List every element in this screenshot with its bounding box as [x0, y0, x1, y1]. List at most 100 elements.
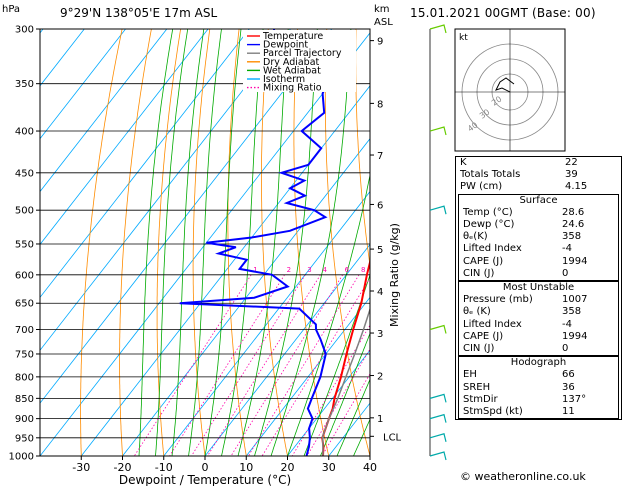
wet-adiabat-line [138, 29, 174, 456]
dry-adiabat-line [355, 29, 370, 269]
height-tick-label: 8 [377, 99, 383, 110]
index-label: PW (cm) [460, 181, 503, 193]
pressure-tick-label: 1000 [9, 452, 34, 463]
mixing-ratio-line [306, 348, 370, 456]
index-value: 66 [562, 369, 575, 381]
pressure-tick-label: 550 [15, 239, 34, 250]
indices-table: K 22 Totals Totals 39 PW (cm) 4.15 Surface Te… [455, 156, 622, 421]
pressure-tick-label: 350 [15, 79, 34, 90]
indices-top: K 22 Totals Totals 39 PW (cm) 4.15 [456, 157, 621, 194]
index-value: 4.15 [565, 181, 588, 193]
pressure-unit-label: hPa [2, 4, 21, 15]
series-dewpoint [179, 29, 328, 456]
mixing-ratio-label: 25 [430, 266, 439, 274]
dry-adiabat-line [156, 29, 181, 456]
index-row: Pressure (mb) 1007 [459, 294, 618, 306]
wind-barb-icon [429, 451, 447, 461]
wind-barb-icon [429, 413, 447, 423]
temperature-tick-label: 40 [363, 461, 377, 474]
temperature-tick-label: 10 [239, 461, 253, 474]
lcl-label: LCL [383, 432, 402, 443]
legend-label: Isotherm [263, 74, 305, 85]
mixing-ratio-label: 2 [287, 266, 291, 274]
hodograph-title: Hodograph [510, 357, 567, 369]
index-row: EH 66 [459, 369, 618, 381]
pressure-tick-label: 750 [15, 349, 34, 360]
isotherm-line [245, 296, 370, 456]
legend-label: Mixing Ratio [263, 83, 322, 94]
temperature-tick-label: -20 [114, 461, 132, 474]
index-value: 1007 [562, 294, 588, 306]
most-unstable-section: Most Unstable Pressure (mb) 1007 θₑ (K) 358… [458, 281, 619, 357]
dry-adiabat-line [324, 29, 370, 456]
index-row: SREH 36 [459, 382, 618, 394]
hodograph-unit: kt [459, 33, 468, 43]
index-value: 137° [562, 393, 587, 405]
hodograph-section: Hodograph EH 66 SREH 36 StmDir 137° StmSpd (kt… [458, 356, 619, 420]
index-value: 0 [562, 267, 569, 279]
index-value: 36 [562, 381, 575, 393]
mixing-ratio-label: 20 [416, 266, 425, 274]
legend-label: Parcel Trajectory [263, 48, 342, 59]
isotherm-line [40, 29, 209, 246]
temperature-tick-label: 0 [202, 461, 209, 474]
index-row: Totals Totals 39 [456, 169, 621, 181]
index-value: -4 [562, 318, 572, 330]
wind-barb-icon [429, 126, 447, 136]
temperature-tick-label: -30 [72, 461, 90, 474]
pressure-tick-label: 850 [15, 394, 34, 405]
index-row: CIN (J) 0 [459, 268, 618, 280]
dry-adiabat-line [227, 29, 247, 456]
index-row: Temp (°C) 28.6 [459, 207, 618, 219]
x-axis-label: Dewpoint / Temperature (°C) [119, 473, 291, 486]
pressure-tick-label: 800 [15, 372, 34, 383]
legend-background [243, 30, 356, 92]
index-value: 1994 [562, 330, 588, 342]
wet-adiabat-line [320, 332, 370, 456]
temperature-tick-label: 30 [322, 461, 336, 474]
mixing-ratio-line [169, 274, 285, 456]
height-unit-label-2: ASL [374, 17, 393, 28]
index-row: CAPE (J) 1994 [459, 331, 618, 343]
index-label: Temp (°C) [463, 206, 513, 218]
index-label: SREH [463, 381, 491, 393]
isotherm-line [163, 190, 370, 456]
mixing-ratio-label: 4 [322, 266, 327, 274]
index-value: 0 [562, 343, 569, 355]
index-label: CAPE (J) [463, 255, 504, 267]
pressure-tick-label: 500 [15, 206, 34, 217]
index-row: K 22 [456, 157, 621, 169]
legend-label: Dry Adiabat [263, 57, 320, 68]
mixing-ratio-axis-label: Mixing Ratio (g/kg) [388, 223, 401, 327]
index-value: 358 [562, 306, 582, 318]
mixing-ratio-line [133, 274, 252, 456]
index-label: StmDir [463, 393, 498, 405]
wind-barb-icon [429, 205, 447, 215]
dry-adiabat-line [80, 29, 123, 456]
mixing-ratio-label: 3 [307, 266, 311, 274]
index-label: θₑ(K) [463, 231, 488, 243]
pressure-tick-label: 300 [15, 25, 34, 36]
wind-barb-icon [429, 433, 447, 442]
series-parcel-trajectory [321, 306, 370, 456]
index-value: 1994 [562, 255, 588, 267]
station-title: 9°29'N 138°05'E 17m ASL [60, 6, 218, 20]
mixing-ratio-line [291, 324, 370, 456]
mixing-ratio-label: 1 [253, 266, 257, 274]
legend-label: Wet Adiabat [263, 65, 321, 76]
index-row: StmDir 137° [459, 394, 618, 406]
isotherm-line [40, 29, 126, 140]
pressure-tick-label: 650 [15, 299, 34, 310]
legend-label: Dewpoint [263, 40, 308, 51]
wind-barb-icon [429, 24, 447, 34]
index-label: K [460, 157, 467, 168]
hodograph-trace [495, 77, 515, 93]
wet-adiabat-line [336, 378, 370, 456]
index-value: 11 [562, 406, 575, 418]
index-label: Dewp (°C) [463, 219, 515, 231]
temperature-tick-label: -10 [155, 461, 173, 474]
mixing-ratio-label: 6 [345, 266, 350, 274]
pressure-tick-label: 600 [15, 270, 34, 281]
index-row: θₑ(K) 358 [459, 231, 618, 243]
